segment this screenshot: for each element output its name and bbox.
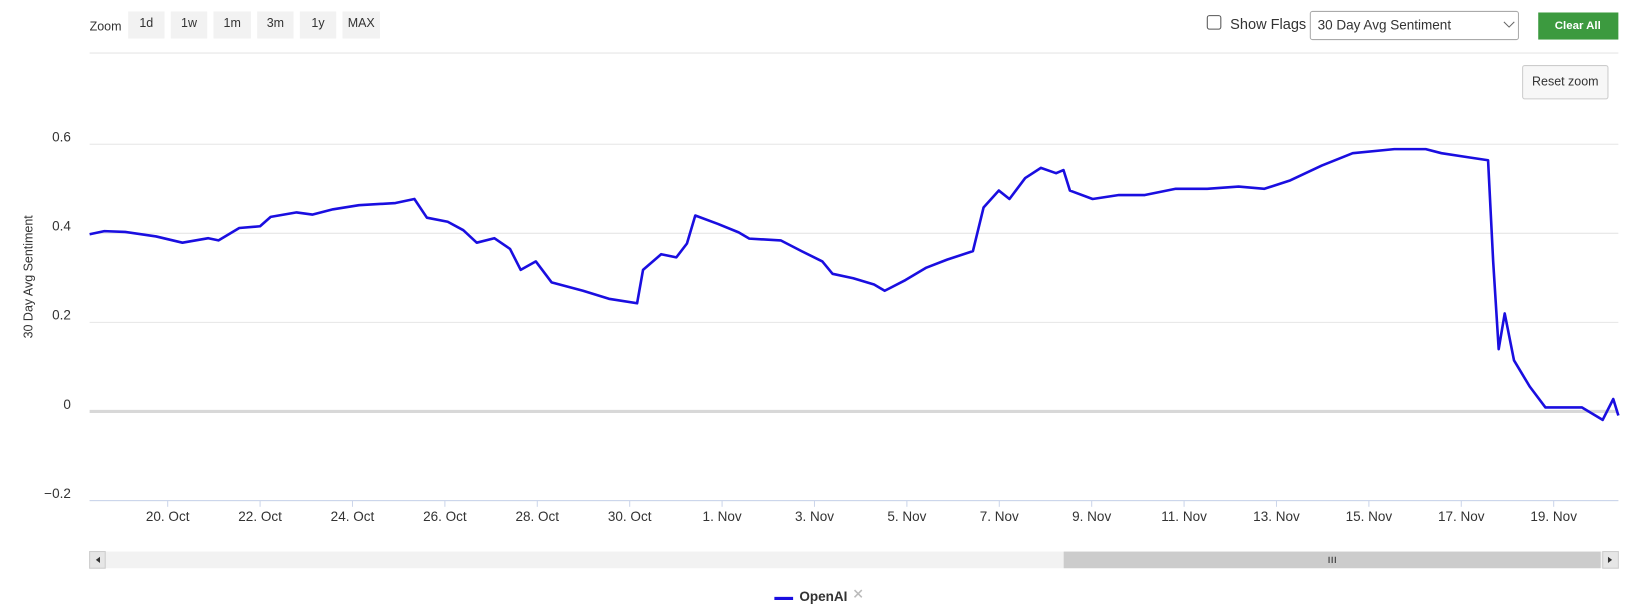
x-tick-label: 1. Nov [703, 509, 742, 524]
zoom-button-text: 1y [311, 16, 325, 30]
x-tick-label: 17. Nov [1438, 509, 1485, 524]
dropdown[interactable]: 30 Day Avg Sentiment [1309, 10, 1519, 41]
x-tick-label: 13. Nov [1253, 509, 1300, 524]
reset-zoom-button[interactable] [1522, 65, 1609, 100]
zoom-button-text: MAX [348, 16, 376, 30]
x-tick-label: 22. Oct [238, 509, 282, 524]
series-line [89, 147, 1620, 422]
y-tick-label: 0.6 [52, 130, 71, 145]
legend-close[interactable] [853, 589, 863, 598]
zoom-button[interactable] [299, 11, 337, 39]
scroll-right-arrow [1607, 556, 1613, 564]
show-flags-label: Show Flags [1230, 17, 1306, 33]
zoom-button[interactable] [213, 11, 251, 39]
x-tick-label: 28. Oct [515, 509, 559, 524]
dropdown-text: 30 Day Avg Sentiment [1318, 18, 1452, 33]
y-tick-label: 0 [63, 397, 71, 412]
y-axis-title: 30 Day Avg Sentiment [22, 215, 36, 339]
y-tick-label: −0.2 [44, 486, 71, 501]
dropdown-caret [1503, 21, 1515, 28]
clear-all-button[interactable] [1538, 12, 1619, 40]
zoom-button[interactable] [170, 11, 208, 39]
handle-grip [1328, 556, 1336, 564]
show-flags-checkbox[interactable] [1206, 15, 1222, 30]
y-tick-label: 0.2 [52, 308, 71, 323]
scroll-left-arrow [95, 556, 101, 564]
dropdown-box[interactable] [1309, 10, 1519, 41]
navigator-scrollbar[interactable] [89, 551, 1619, 569]
x-tick-label: 5. Nov [887, 509, 926, 524]
legend-label[interactable]: OpenAI [799, 589, 847, 604]
zoom-button[interactable] [257, 11, 294, 39]
y-tick-label: 0.4 [52, 219, 71, 234]
x-tick-label: 3. Nov [795, 509, 834, 524]
legend[interactable]: OpenAI [774, 589, 863, 604]
zoom-label: Zoom [90, 19, 122, 33]
zoom-button[interactable] [128, 11, 165, 39]
zoom-button-text: 1m [224, 16, 241, 30]
zoom-button-text: 1w [181, 16, 198, 30]
zoom-buttons: 1d 1w 1m 3m 1y MAX [128, 11, 380, 39]
x-tick-label: 26. Oct [423, 509, 467, 524]
zoom-button-text: 3m [267, 16, 284, 30]
x-tick-label: 30. Oct [608, 509, 652, 524]
zoom-button-text: 1d [139, 16, 153, 30]
x-tick-label: 19. Nov [1530, 509, 1577, 524]
plot: −0.2 0 0.2 0.4 0.6 20. Oct 22. Oct 24. Oct 26. O… [44, 130, 1620, 524]
x-tick-label: 11. Nov [1161, 509, 1207, 524]
clear-all-text: Clear All [1555, 20, 1601, 32]
x-tick-label: 9. Nov [1072, 509, 1111, 524]
zoom-button[interactable] [342, 11, 380, 39]
x-tick-label: 20. Oct [146, 509, 190, 524]
reset-zoom-text: Reset zoom [1532, 75, 1599, 89]
x-tick-label: 15. Nov [1346, 509, 1393, 524]
x-tick-label: 24. Oct [331, 509, 375, 524]
x-tick-label: 7. Nov [980, 509, 1019, 524]
